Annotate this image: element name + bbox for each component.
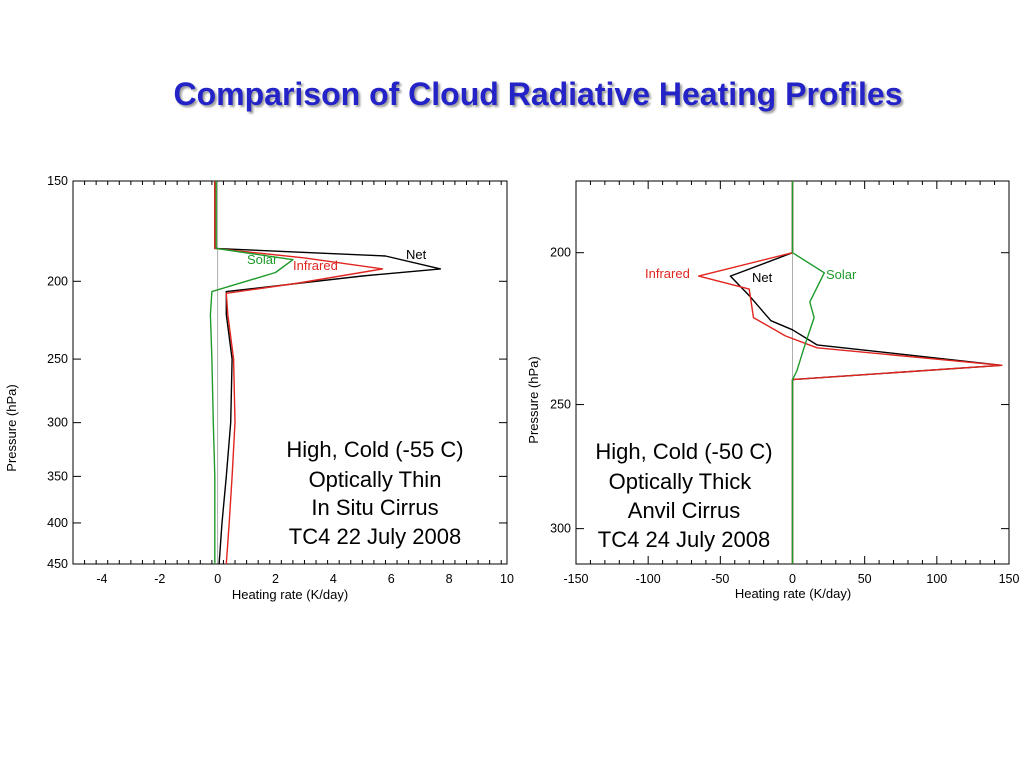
annotation-right: High, Cold (-50 C) Optically Thick Anvil… <box>595 439 772 552</box>
annotation-line: Anvil Cirrus <box>628 498 740 523</box>
y-tick-label: 300 <box>47 416 68 430</box>
y-axis-label: Pressure (hPa) <box>526 356 541 443</box>
series-line-infrared <box>214 181 384 565</box>
x-tick-label: -2 <box>154 572 165 586</box>
x-tick-label: 8 <box>446 572 453 586</box>
annotation-line: In Situ Cirrus <box>311 495 438 520</box>
x-tick-label: 50 <box>858 572 872 586</box>
x-tick-label: 2 <box>272 572 279 586</box>
x-tick-label: -50 <box>711 572 729 586</box>
series-line-net <box>729 181 1003 564</box>
plot-area: -4 -2 0 2 4 6 8 10 150 200 250 300 350 400 450 <box>47 174 514 586</box>
annotation-left: High, Cold (-55 C) Optically Thin In Sit… <box>286 437 463 549</box>
y-axis-label: Pressure (hPa) <box>4 384 19 471</box>
annotation-line: High, Cold (-55 C) <box>286 437 463 462</box>
series-line-solar <box>209 181 294 564</box>
annotation-line: TC4 24 July 2008 <box>598 527 770 552</box>
x-tick-label: 0 <box>214 572 221 586</box>
annotation-line: Optically Thin <box>309 467 442 492</box>
x-tick-label: 10 <box>500 572 514 586</box>
series-label-infrared: Infrared <box>645 266 690 281</box>
y-tick-label: 350 <box>47 469 68 483</box>
y-tick-label: 250 <box>47 352 68 366</box>
x-tick-label: 100 <box>926 572 947 586</box>
annotation-line: Optically Thick <box>609 469 753 494</box>
y-tick-label: 450 <box>47 557 68 571</box>
series-line-infrared <box>698 181 1003 564</box>
y-tick-label: 300 <box>550 522 571 536</box>
x-tick-label: 4 <box>330 572 337 586</box>
annotation-line: High, Cold (-50 C) <box>595 439 772 464</box>
x-axis-label: Heating rate (K/day) <box>232 587 348 602</box>
annotation-line: TC4 22 July 2008 <box>289 524 461 549</box>
x-axis-label: Heating rate (K/day) <box>735 586 851 601</box>
x-tick-label: 0 <box>789 572 796 586</box>
series-label-net: Net <box>406 247 427 262</box>
series-line-solar <box>791 181 825 564</box>
y-tick-label: 200 <box>550 246 571 260</box>
y-tick-label: 150 <box>47 174 68 188</box>
x-tick-label: -100 <box>636 572 661 586</box>
x-tick-label: 150 <box>999 572 1020 586</box>
y-tick-label: 200 <box>47 274 68 288</box>
x-tick-label: -4 <box>96 572 107 586</box>
plot-frame <box>72 180 508 565</box>
series-label-solar: Solar <box>247 252 278 267</box>
x-tick-label: 6 <box>388 572 395 586</box>
y-tick-label: 250 <box>550 398 571 412</box>
series-label-net: Net <box>752 270 773 285</box>
slide-title: Comparison of Cloud Radiative Heating Pr… <box>173 76 903 112</box>
plot-area: -150 -100 -50 0 50 100 150 200 250 300 <box>550 180 1020 586</box>
series-label-solar: Solar <box>826 267 857 282</box>
x-tick-label: -150 <box>563 572 588 586</box>
series-label-infrared: Infrared <box>293 258 338 273</box>
y-tick-label: 400 <box>47 516 68 530</box>
